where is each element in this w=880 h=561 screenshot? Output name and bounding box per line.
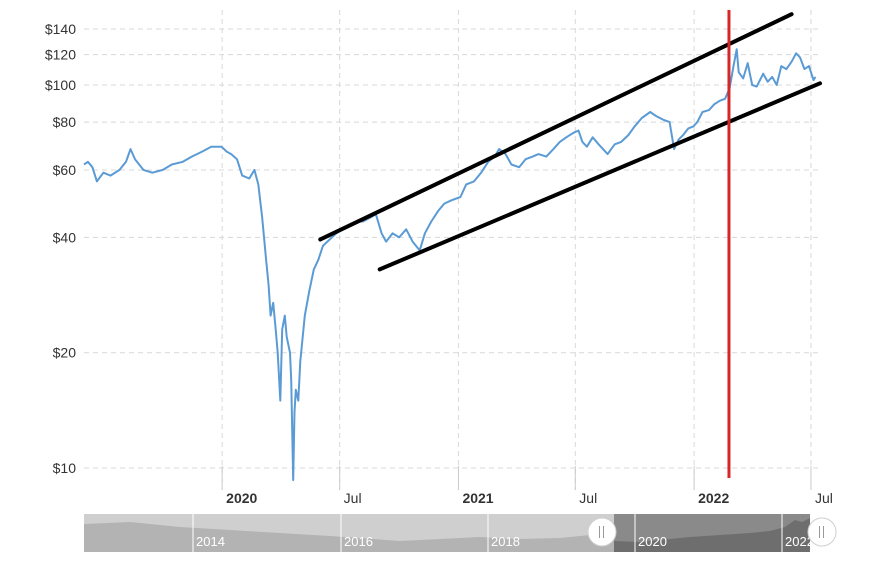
y-tick-label: $60: [53, 162, 77, 178]
x-tick-label: 2022: [698, 490, 729, 506]
navigator-area-selected: [614, 518, 810, 552]
x-tick-label: 2020: [226, 490, 257, 506]
y-tick-label: $40: [53, 229, 77, 245]
navigator-right-handle[interactable]: [807, 517, 837, 547]
y-tick-label: $80: [53, 114, 77, 130]
navigator-labels: 2014 2016 2018 2020 2022: [192, 514, 814, 552]
navigator-year-label: 2014: [196, 534, 225, 549]
y-tick-label: $100: [45, 77, 76, 93]
navigator-area: [84, 522, 614, 552]
x-axis-labels: 2020 Jul 2021 Jul 2022 Jul: [226, 490, 833, 506]
grid: [84, 10, 820, 490]
x-tick-label: 2021: [462, 490, 493, 506]
x-tick-label: Jul: [815, 490, 833, 506]
upper-channel-line: [318, 12, 794, 242]
y-tick-label: $10: [53, 460, 77, 476]
x-tick-label: Jul: [344, 490, 362, 506]
y-tick-label: $140: [45, 21, 76, 37]
y-tick-label: $120: [45, 47, 76, 63]
navigator-year-label: 2018: [491, 534, 520, 549]
navigator-year-label: 2016: [344, 534, 373, 549]
trend-channel: [318, 12, 822, 272]
y-axis-labels: $10 $20 $40 $60 $80 $100 $120 $140: [45, 21, 76, 476]
price-series-line: [83, 48, 817, 482]
range-navigator[interactable]: 2014 2016 2018 2020 2022: [84, 514, 837, 552]
lower-channel-line: [377, 81, 822, 272]
navigator-year-label: 2020: [638, 534, 667, 549]
navigator-left-handle[interactable]: [587, 517, 617, 547]
y-tick-label: $20: [53, 345, 77, 361]
navigator-year-label: 2022: [785, 534, 814, 549]
x-tick-label: Jul: [579, 490, 597, 506]
